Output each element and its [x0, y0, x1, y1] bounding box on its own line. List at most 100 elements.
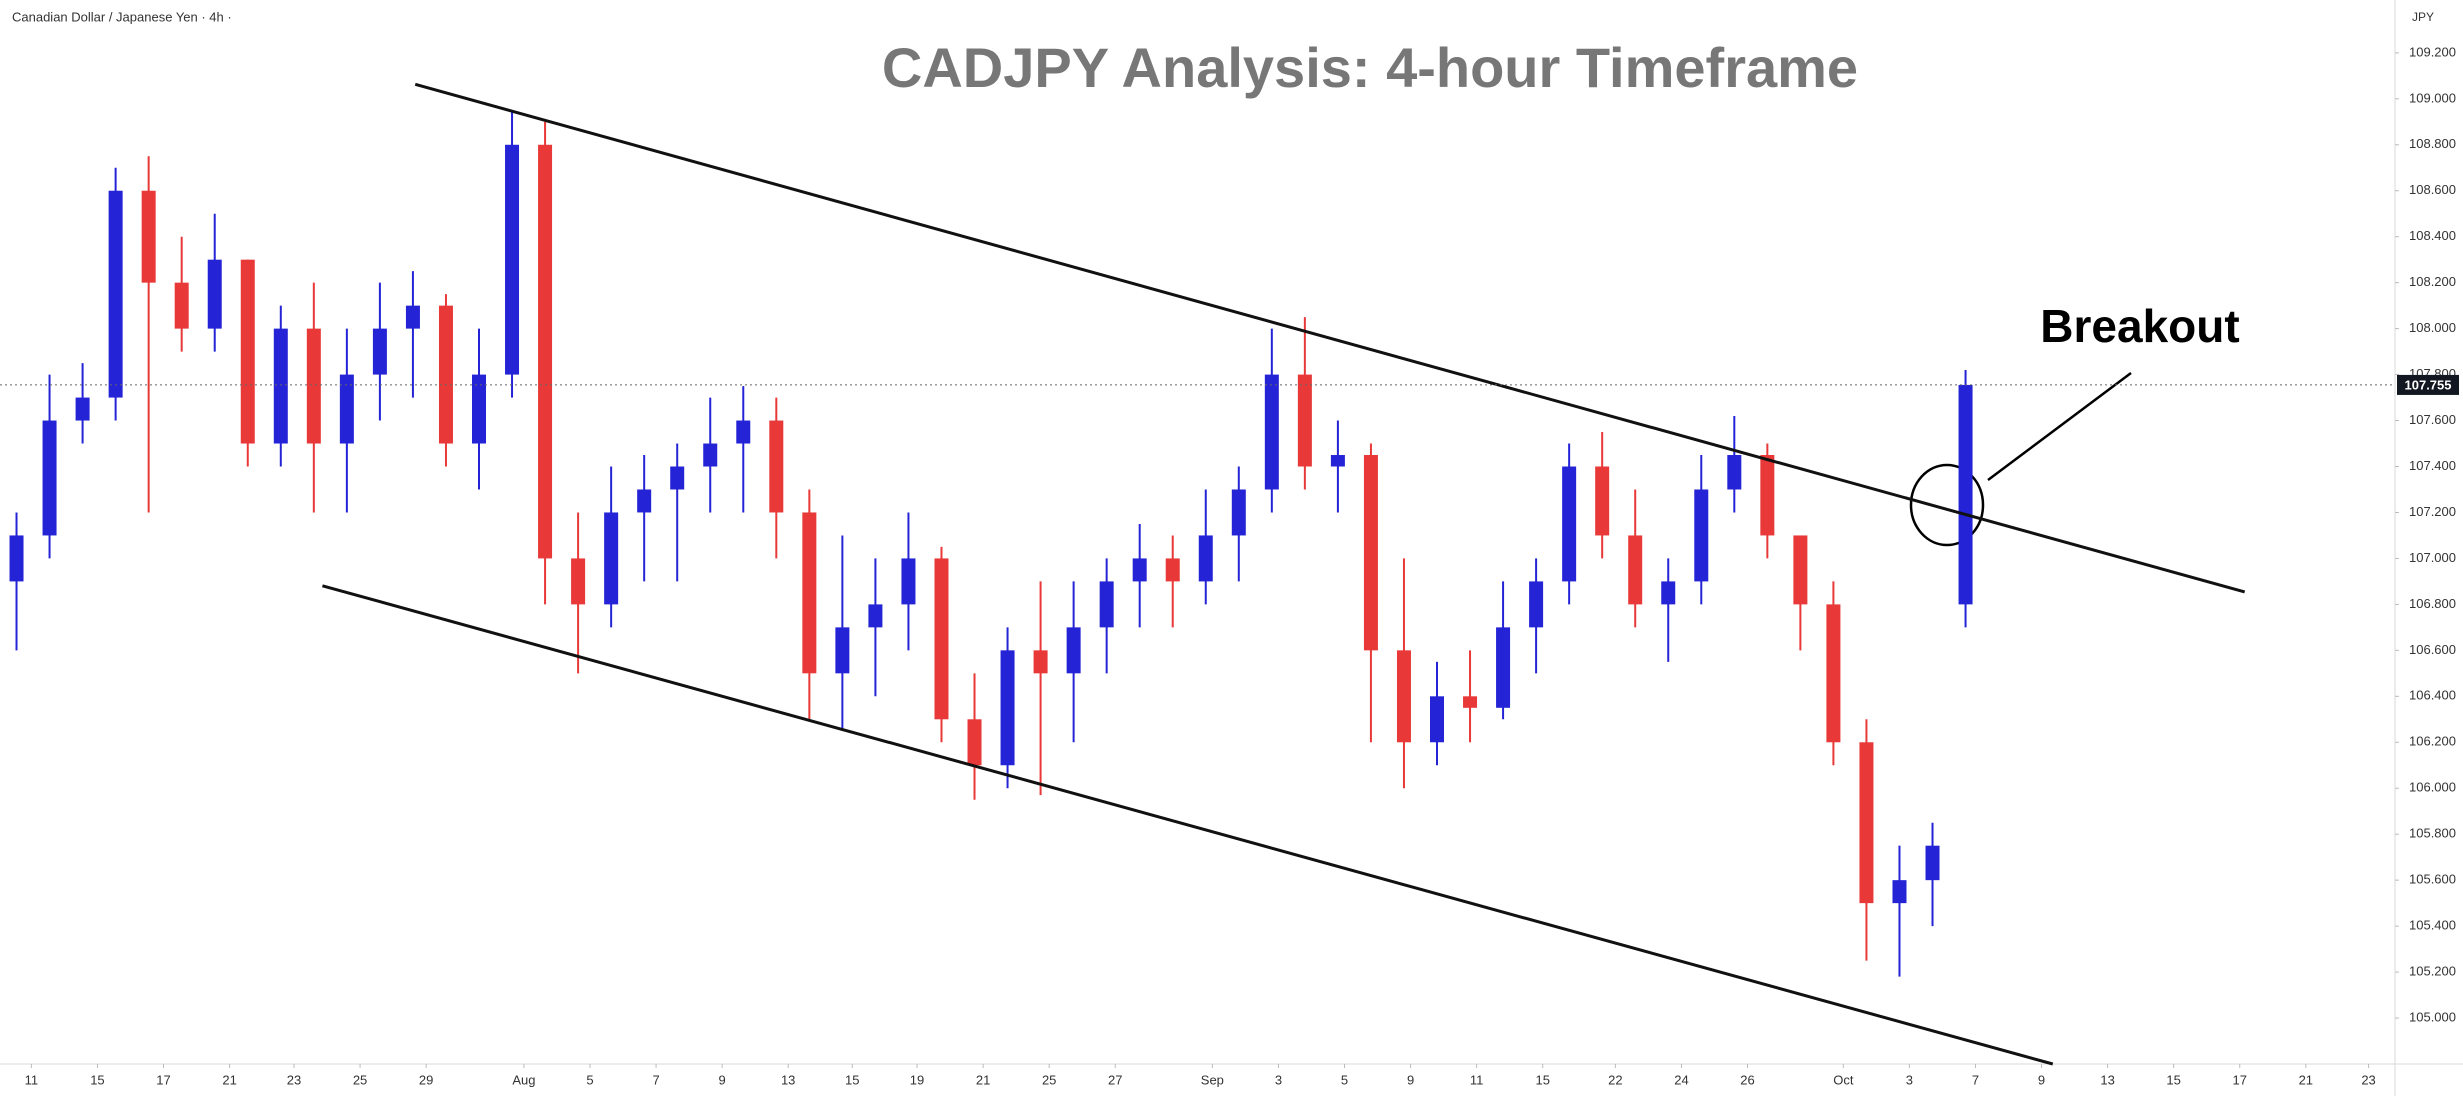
- candle-body: [1099, 581, 1114, 628]
- candle-body: [1297, 374, 1312, 467]
- x-tick-label: 21: [222, 1072, 236, 1087]
- candle-body: [75, 397, 90, 421]
- y-tick-label: 106.200: [2409, 734, 2456, 749]
- candle-body: [108, 190, 123, 398]
- candle-body: [339, 374, 354, 444]
- candle-body: [538, 144, 553, 559]
- candle-body: [835, 627, 850, 674]
- x-tick-label: 17: [2233, 1072, 2247, 1087]
- candle-body: [1958, 384, 1973, 605]
- candle-body: [1396, 650, 1411, 743]
- x-tick-label: 23: [287, 1072, 301, 1087]
- breakout-circle: [1909, 463, 1985, 547]
- candle-body: [472, 374, 486, 444]
- y-tick-label: 106.400: [2409, 688, 2456, 703]
- y-tick-label: 109.200: [2409, 44, 2456, 59]
- candle-body: [273, 328, 288, 444]
- x-tick-label: 15: [2166, 1072, 2180, 1087]
- candle-body: [1430, 696, 1444, 743]
- x-tick-label: 5: [1341, 1072, 1348, 1087]
- x-tick-label: 25: [1042, 1072, 1056, 1087]
- x-tick-label: 11: [1470, 1072, 1484, 1087]
- trendline: [414, 82, 2246, 594]
- candle-body: [1925, 845, 1940, 881]
- candle-body: [1595, 466, 1610, 536]
- candle-body: [240, 259, 255, 444]
- candle-body: [1000, 650, 1015, 766]
- y-tick-label: 105.400: [2409, 918, 2456, 933]
- candle-body: [1231, 489, 1246, 536]
- symbol-header: Canadian Dollar / Japanese Yen · 4h ·: [12, 9, 232, 24]
- candle-body: [1198, 535, 1213, 582]
- candle-body: [1264, 374, 1279, 490]
- x-tick-label: 21: [2299, 1072, 2313, 1087]
- candle-body: [42, 420, 57, 536]
- last-price-box: [2397, 374, 2459, 395]
- y-tick-label: 105.800: [2409, 826, 2456, 841]
- candle-body: [703, 443, 718, 467]
- last-price-label: 107.755: [2405, 377, 2452, 392]
- candle-body: [736, 420, 751, 444]
- candle-body: [670, 466, 685, 490]
- x-tick-label: 15: [90, 1072, 104, 1087]
- x-tick-label: 3: [1275, 1072, 1282, 1087]
- x-tick-label: 24: [1674, 1072, 1688, 1087]
- x-tick-label: 26: [1740, 1072, 1754, 1087]
- candle-body: [604, 512, 619, 605]
- x-tick-label: Sep: [1201, 1072, 1224, 1087]
- candle-body: [438, 305, 453, 444]
- x-tick-label: 9: [719, 1072, 726, 1087]
- candle-body: [901, 558, 916, 605]
- trendline: [322, 584, 2054, 1066]
- candle-body: [934, 558, 949, 720]
- candle-body: [1892, 880, 1907, 904]
- x-tick-label: 25: [353, 1072, 367, 1087]
- x-tick-label: 19: [910, 1072, 924, 1087]
- candle-body: [1033, 650, 1048, 674]
- candle-body: [802, 512, 817, 674]
- y-tick-label: 108.400: [2409, 228, 2456, 243]
- y-tick-label: 107.000: [2409, 550, 2456, 565]
- x-tick-label: 5: [586, 1072, 593, 1087]
- x-tick-label: 15: [845, 1072, 859, 1087]
- candle-body: [372, 328, 387, 375]
- x-tick-label: 23: [2361, 1072, 2375, 1087]
- y-tick-label: 108.600: [2409, 182, 2456, 197]
- candle-body: [1727, 455, 1742, 490]
- y-tick-label: 108.800: [2409, 136, 2456, 151]
- y-tick-label: 108.000: [2409, 320, 2456, 335]
- y-tick-label: 105.200: [2409, 964, 2456, 979]
- candle-body: [1066, 627, 1081, 674]
- x-tick-label: Oct: [1833, 1072, 1854, 1087]
- x-tick-label: 7: [652, 1072, 659, 1087]
- candle-body: [1363, 455, 1378, 651]
- candle-body: [207, 259, 222, 329]
- candle-body: [1165, 558, 1180, 582]
- candle-body: [1826, 604, 1841, 743]
- candle-body: [1529, 581, 1544, 628]
- candle-body: [9, 535, 24, 582]
- x-tick-label: 21: [976, 1072, 990, 1087]
- x-tick-label: 27: [1108, 1072, 1122, 1087]
- x-tick-label: 22: [1608, 1072, 1622, 1087]
- x-tick-label: 9: [1407, 1072, 1414, 1087]
- candle-body: [174, 282, 189, 329]
- y-tick-label: 106.000: [2409, 780, 2456, 795]
- y-tick-label: 107.600: [2409, 412, 2456, 427]
- candle-body: [1496, 627, 1511, 708]
- candle-body: [505, 144, 520, 375]
- x-tick-label: 13: [781, 1072, 795, 1087]
- candle-body: [141, 190, 156, 283]
- candle-body: [1628, 535, 1643, 605]
- y-tick-label: 107.200: [2409, 504, 2456, 519]
- candle-body: [967, 719, 982, 766]
- candle-body: [868, 604, 883, 628]
- y-tick-label: 106.800: [2409, 596, 2456, 611]
- x-tick-label: 7: [1972, 1072, 1979, 1087]
- x-tick-label: 9: [2038, 1072, 2045, 1087]
- candle-body: [1132, 558, 1147, 582]
- annotation-label: Breakout: [2040, 300, 2239, 352]
- candle-body: [1661, 581, 1676, 605]
